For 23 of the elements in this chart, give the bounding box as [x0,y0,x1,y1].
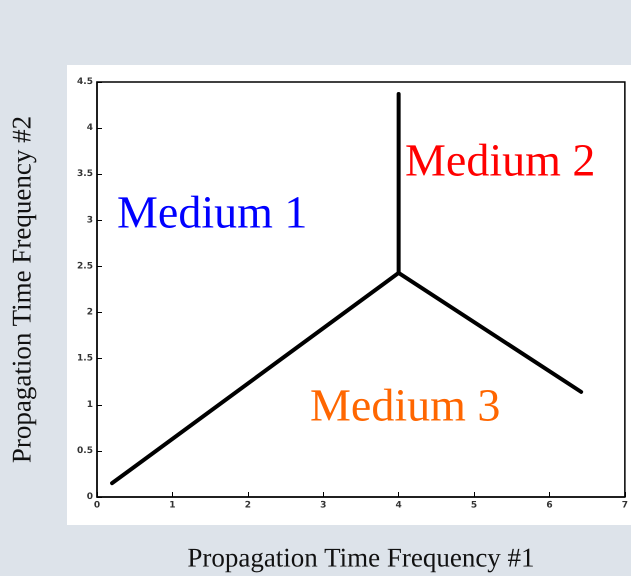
x-tick-label: 4 [396,500,402,510]
y-tick-label: 3.5 [77,169,93,180]
y-axis-title: Propagation Time Frequency #2 [6,116,36,464]
x-tick-label: 1 [169,500,176,510]
y-tick-label: 0.5 [77,446,93,456]
y-tick-label: 4.5 [77,77,93,87]
y-tick-label: 0 [86,492,93,502]
y-tick-label: 1 [86,400,93,410]
y-tick-label: 2.5 [77,261,93,272]
y-tick-label: 2 [86,308,93,318]
annotation: Medium 3 [310,380,500,430]
annotation: Medium 2 [405,134,596,186]
x-axis-title: Propagation Time Frequency #1 [187,542,535,572]
x-tick-label: 3 [320,500,326,510]
y-tick-label: 3 [86,215,93,226]
y-tick-label: 1.5 [77,354,93,364]
x-tick-label: 2 [244,500,251,510]
x-tick-label: 7 [622,500,628,510]
y-tick-label: 4 [86,123,93,134]
x-tick-label: 0 [94,500,100,510]
annotation: Medium 1 [117,186,308,238]
x-tick-label: 6 [546,500,553,510]
x-tick-label: 5 [470,500,478,510]
